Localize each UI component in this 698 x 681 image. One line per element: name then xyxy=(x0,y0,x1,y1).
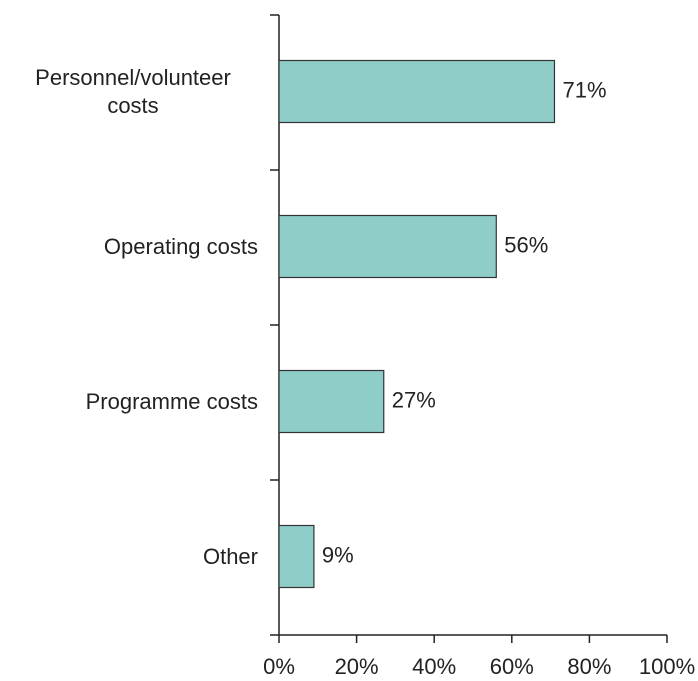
y-tick-label: Programme costs xyxy=(85,388,258,414)
x-tick-label: 20% xyxy=(335,654,379,679)
y-category: Other xyxy=(203,543,258,571)
x-tick-label: 0% xyxy=(263,654,295,679)
y-tick-label: Other xyxy=(202,543,258,569)
x-tick-label: 80% xyxy=(567,654,611,679)
value-label: 56% xyxy=(504,232,548,257)
bar xyxy=(278,214,497,279)
y-category: Operating costs xyxy=(104,233,258,261)
value-label: 27% xyxy=(392,387,436,412)
x-tick-label: 60% xyxy=(490,654,534,679)
x-tick-label: 100% xyxy=(639,654,695,679)
y-category: Personnel/volunteer costs xyxy=(8,64,258,120)
bar xyxy=(278,59,556,124)
y-category: Programme costs xyxy=(86,388,258,416)
bar xyxy=(278,524,315,589)
x-tick-label: 40% xyxy=(412,654,456,679)
y-tick-label: Operating costs xyxy=(103,233,258,259)
bar xyxy=(278,369,385,434)
y-tick-label: Personnel/volunteer costs xyxy=(35,64,231,118)
value-label: 9% xyxy=(322,542,354,567)
value-label: 71% xyxy=(562,77,606,102)
